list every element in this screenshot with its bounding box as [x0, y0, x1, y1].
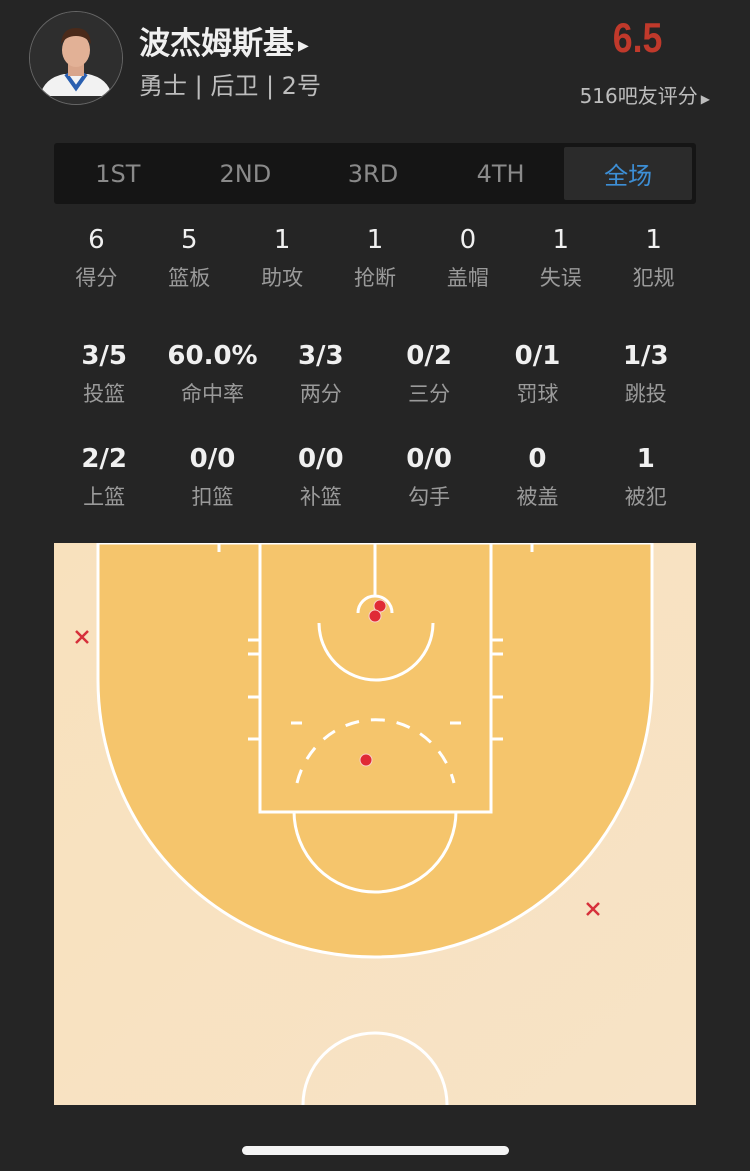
- rim: [356, 594, 394, 614]
- missed-shot-marker: [586, 902, 600, 916]
- stat-stats_main-0: 6 得分: [50, 222, 143, 292]
- stat-label: 命中率: [180, 382, 244, 406]
- stat-value: 3/5: [81, 341, 127, 371]
- stat-value: 0/0: [406, 444, 452, 474]
- stat-label: 犯规: [632, 266, 675, 290]
- stat-stats_detail-4: 0 被盖: [483, 441, 591, 511]
- stat-stats_shooting-0: 3/5 投篮: [50, 338, 158, 408]
- stat-stats_main-3: 1 抢断: [329, 222, 422, 292]
- stat-value: 0/0: [297, 444, 344, 474]
- stat-stats_main-2: 1 助攻: [236, 222, 329, 292]
- stat-value: 1: [552, 225, 569, 255]
- raters-count: 516吧友评分: [579, 84, 698, 108]
- stat-stats_main-5: 1 失误: [514, 222, 607, 292]
- stat-value: 2/2: [81, 444, 127, 474]
- restricted-area-arc: [317, 622, 435, 682]
- home-indicator[interactable]: [242, 1146, 509, 1155]
- play-arrow-icon: ▶: [700, 92, 710, 106]
- stat-value: 3/3: [297, 341, 344, 371]
- stat-label: 篮板: [168, 266, 211, 290]
- free-throw-circle-dashed: [295, 718, 456, 784]
- stat-stats_detail-1: 0/0 扣篮: [158, 441, 266, 511]
- stat-value: 0: [459, 225, 477, 255]
- play-arrow-icon: ▶: [298, 37, 309, 54]
- player-name-link[interactable]: 波杰姆斯基 ▶: [139, 18, 309, 63]
- detail-stats-row: 2/2 上篮 0/0 扣篮 0/0 补篮 0/0 勾手 0 被盖 1 被犯: [50, 441, 700, 511]
- stat-label: 勾手: [408, 485, 451, 509]
- tab-2nd[interactable]: 2ND: [219, 159, 272, 188]
- stat-label: 补篮: [299, 485, 342, 509]
- stat-label: 得分: [75, 266, 118, 290]
- stat-value: 1: [366, 225, 384, 255]
- stat-stats_shooting-4: 0/1 罚球: [483, 338, 591, 408]
- player-name: 波杰姆斯基: [139, 26, 294, 62]
- player-rating: 6.5: [612, 14, 662, 61]
- stat-label: 助攻: [261, 266, 304, 290]
- stat-value: 5: [181, 225, 198, 255]
- stat-stats_shooting-3: 0/2 三分: [375, 338, 483, 408]
- stat-stats_detail-5: 1 被犯: [592, 441, 700, 511]
- stat-label: 投篮: [83, 382, 126, 406]
- main-stats-row: 6 得分 5 篮板 1 助攻 1 抢断 0 盖帽 1 失误 1 犯规: [50, 222, 700, 292]
- period-tabs: 1ST 2ND 3RD 4TH 全场: [54, 143, 696, 204]
- stat-value: 60.0%: [167, 341, 258, 371]
- stat-label: 上篮: [83, 485, 126, 509]
- stat-value: 0/2: [406, 341, 452, 371]
- stat-value: 0: [528, 444, 547, 474]
- stat-stats_shooting-5: 1/3 跳投: [592, 338, 700, 408]
- stat-stats_shooting-2: 3/3 两分: [267, 338, 375, 408]
- stat-label: 盖帽: [446, 266, 489, 290]
- stat-value: 0/0: [189, 444, 236, 474]
- stat-stats_main-4: 0 盖帽: [421, 222, 514, 292]
- stat-label: 失误: [539, 266, 582, 290]
- stat-stats_main-6: 1 犯规: [607, 222, 700, 292]
- tab-3rd[interactable]: 3RD: [347, 159, 399, 188]
- free-throw-circle-solid: [292, 810, 458, 894]
- tab-4th[interactable]: 4TH: [476, 159, 525, 188]
- stat-stats_detail-3: 0/0 勾手: [375, 441, 483, 511]
- stat-label: 三分: [408, 382, 451, 406]
- stat-label: 两分: [299, 382, 342, 406]
- stat-label: 被盖: [516, 485, 559, 509]
- stat-stats_shooting-1: 60.0% 命中率: [158, 338, 266, 408]
- stat-value: 6: [88, 225, 105, 255]
- stat-stats_detail-0: 2/2 上篮: [50, 441, 158, 511]
- tab-full-game[interactable]: 全场: [564, 147, 692, 200]
- stat-value: 1: [273, 225, 291, 255]
- player-info: 勇士 | 后卫 | 2号: [139, 72, 321, 100]
- player-photo-icon: [30, 12, 122, 104]
- stat-label: 跳投: [624, 382, 667, 406]
- stat-stats_detail-2: 0/0 补篮: [267, 441, 375, 511]
- player-avatar[interactable]: [29, 11, 123, 105]
- missed-shot-marker: [75, 630, 89, 644]
- stat-stats_main-1: 5 篮板: [143, 222, 236, 292]
- made-shot-marker: [368, 609, 382, 623]
- stat-value: 0/1: [514, 341, 561, 371]
- made-shot-marker: [359, 753, 373, 767]
- three-point-line: [96, 543, 654, 959]
- shot-chart-court: [54, 543, 696, 1105]
- stat-value: 1: [645, 225, 662, 255]
- stat-label: 抢断: [354, 266, 396, 290]
- tab-1st[interactable]: 1ST: [95, 159, 141, 188]
- stat-value: 1/3: [622, 341, 669, 371]
- center-circle: [301, 1031, 449, 1105]
- paint-lane: [258, 543, 493, 814]
- stat-label: 罚球: [516, 382, 559, 406]
- stat-value: 1: [636, 444, 655, 474]
- shooting-stats-row: 3/5 投篮 60.0% 命中率 3/3 两分 0/2 三分 0/1 罚球 1/3 跳投: [50, 338, 700, 408]
- stat-label: 被犯: [624, 485, 667, 509]
- stat-label: 扣篮: [191, 485, 234, 509]
- raters-link[interactable]: 516吧友评分 ▶: [580, 80, 710, 109]
